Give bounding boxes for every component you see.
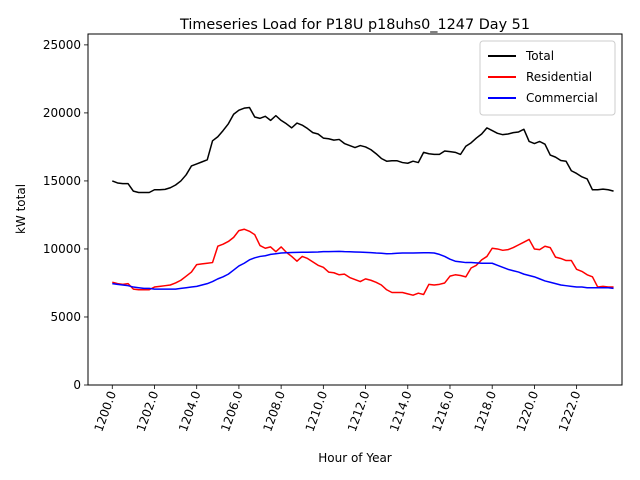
series-line-commercial	[112, 250, 614, 290]
legend-label-residential: Residential	[526, 70, 592, 84]
y-axis-label: kW total	[14, 184, 28, 234]
y-tick-label: 20000	[43, 106, 81, 120]
series-lines	[111, 106, 614, 296]
legend-label-total: Total	[525, 49, 554, 63]
y-tick-label: 10000	[43, 242, 81, 256]
y-tick-label: 0	[73, 378, 81, 392]
y-tick-label: 25000	[43, 38, 81, 52]
y-axis-ticks: 0 5000 10000 15000 20000 25000	[43, 38, 88, 392]
chart-title: Timeseries Load for P18U p18uhs0_1247 Da…	[179, 17, 530, 33]
plot-frame	[87, 33, 623, 386]
x-axis-label: Hour of Year	[318, 451, 392, 465]
legend: Total Residential Commercial	[479, 40, 616, 116]
series-line-residential	[112, 228, 614, 296]
legend-frame	[479, 40, 616, 116]
y-tick-label: 15000	[43, 174, 81, 188]
legend-label-commercial: Commercial	[526, 91, 598, 105]
y-tick-label: 5000	[50, 310, 81, 324]
series-line-total	[111, 106, 614, 194]
